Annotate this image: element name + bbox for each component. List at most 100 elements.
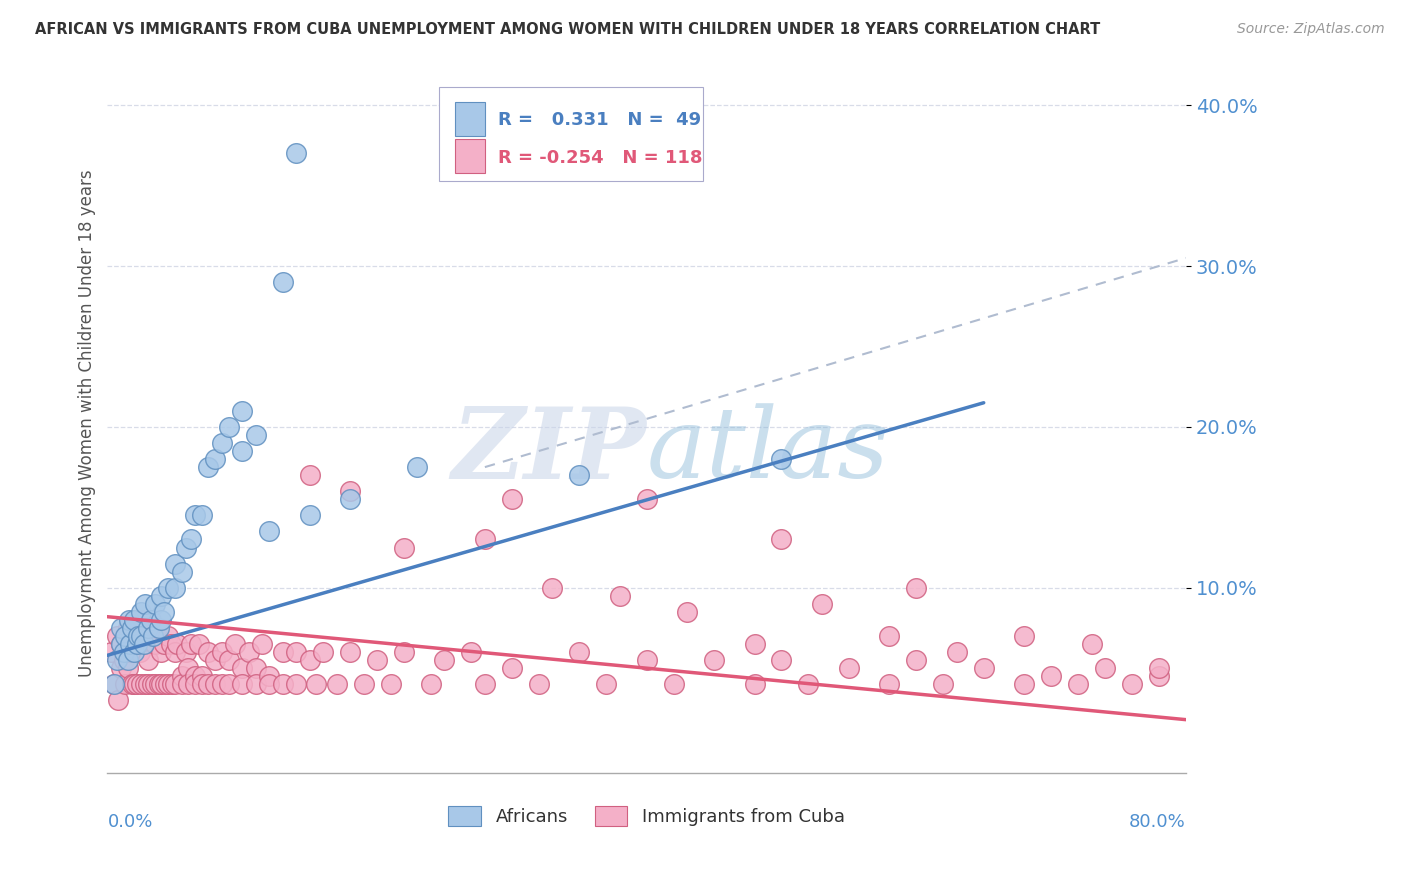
Point	[257, 677, 280, 691]
Point	[224, 637, 246, 651]
Point	[139, 629, 162, 643]
Point	[180, 637, 202, 651]
Point	[143, 677, 166, 691]
Point	[879, 629, 901, 643]
Point	[132, 637, 155, 651]
Text: 0.0%: 0.0%	[107, 813, 153, 831]
Point	[238, 645, 260, 659]
Y-axis label: Unemployment Among Women with Children Under 18 years: Unemployment Among Women with Children U…	[79, 169, 96, 677]
Point	[703, 653, 725, 667]
Point	[744, 677, 766, 691]
Point	[124, 677, 146, 691]
Point	[184, 677, 207, 691]
Point	[932, 677, 955, 691]
Point	[231, 444, 253, 458]
Point	[406, 460, 429, 475]
Point	[170, 677, 193, 691]
Point	[1080, 637, 1102, 651]
Point	[118, 613, 141, 627]
Text: atlas: atlas	[647, 403, 890, 499]
Point	[636, 653, 658, 667]
Point	[609, 589, 631, 603]
Point	[157, 677, 180, 691]
Point	[811, 597, 834, 611]
Point	[188, 637, 211, 651]
Point	[128, 645, 150, 659]
Point	[474, 533, 496, 547]
Point	[636, 492, 658, 507]
Point	[204, 677, 226, 691]
Point	[163, 557, 186, 571]
Point	[148, 621, 170, 635]
Point	[231, 677, 253, 691]
Point	[744, 637, 766, 651]
Point	[1012, 677, 1035, 691]
Point	[218, 420, 240, 434]
Point	[312, 645, 335, 659]
Point	[139, 613, 162, 627]
Point	[197, 645, 219, 659]
Point	[1147, 661, 1170, 675]
Point	[163, 677, 186, 691]
Point	[1147, 669, 1170, 683]
Point	[257, 669, 280, 683]
Point	[285, 645, 308, 659]
Point	[153, 637, 176, 651]
Point	[568, 645, 591, 659]
Point	[204, 452, 226, 467]
Point	[127, 629, 149, 643]
Point	[218, 653, 240, 667]
Point	[339, 492, 361, 507]
Point	[125, 677, 148, 691]
Point	[166, 637, 188, 651]
Point	[433, 653, 456, 667]
Point	[110, 621, 132, 635]
Bar	[454, 139, 485, 173]
Point	[501, 661, 523, 675]
Point	[245, 661, 267, 675]
Point	[257, 524, 280, 539]
Text: R =   0.331   N =  49: R = 0.331 N = 49	[498, 112, 702, 129]
Point	[117, 653, 139, 667]
Point	[100, 645, 122, 659]
Point	[190, 669, 212, 683]
Point	[527, 677, 550, 691]
Point	[150, 613, 173, 627]
Point	[271, 677, 294, 691]
Point	[1067, 677, 1090, 691]
Point	[117, 661, 139, 675]
Point	[117, 621, 139, 635]
Point	[143, 637, 166, 651]
Point	[474, 677, 496, 691]
Point	[1012, 629, 1035, 643]
Point	[159, 637, 181, 651]
Point	[136, 653, 159, 667]
Point	[541, 581, 564, 595]
Point	[1094, 661, 1116, 675]
Point	[150, 677, 173, 691]
Point	[153, 605, 176, 619]
Text: 80.0%: 80.0%	[1129, 813, 1185, 831]
Point	[148, 677, 170, 691]
Point	[163, 581, 186, 595]
Point	[129, 677, 152, 691]
Point	[211, 645, 233, 659]
Point	[271, 645, 294, 659]
Text: AFRICAN VS IMMIGRANTS FROM CUBA UNEMPLOYMENT AMONG WOMEN WITH CHILDREN UNDER 18 : AFRICAN VS IMMIGRANTS FROM CUBA UNEMPLOY…	[35, 22, 1101, 37]
Point	[150, 645, 173, 659]
Point	[218, 677, 240, 691]
Point	[501, 492, 523, 507]
Point	[124, 613, 146, 627]
Point	[142, 629, 165, 643]
Point	[132, 637, 155, 651]
Point	[114, 677, 136, 691]
Point	[143, 597, 166, 611]
Point	[366, 653, 388, 667]
Point	[114, 629, 136, 643]
Point	[568, 468, 591, 483]
Point	[1121, 677, 1143, 691]
Point	[134, 597, 156, 611]
Point	[797, 677, 820, 691]
Point	[177, 677, 200, 691]
Point	[353, 677, 375, 691]
